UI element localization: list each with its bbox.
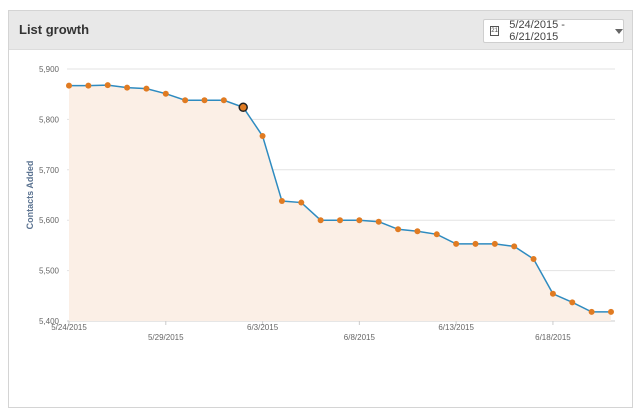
- x-tick-label: 5/24/2015: [51, 323, 87, 332]
- date-range-picker[interactable]: 21 5/24/2015 - 6/21/2015: [483, 19, 624, 43]
- x-tick-label: 5/29/2015: [148, 333, 184, 342]
- panel-header: List growth 21 5/24/2015 - 6/21/2015: [9, 11, 632, 50]
- data-point: [375, 218, 382, 225]
- y-axis-label: Contacts Added: [25, 161, 35, 230]
- y-tick-label: 5,400: [39, 317, 60, 326]
- data-point: [414, 228, 421, 235]
- calendar-icon: 21: [490, 26, 500, 36]
- data-point: [530, 256, 537, 263]
- data-point: [201, 97, 208, 104]
- y-tick-label: 5,700: [39, 166, 60, 175]
- data-point: [162, 90, 169, 97]
- data-point: [491, 240, 498, 247]
- data-point: [298, 199, 305, 206]
- data-point: [317, 217, 324, 224]
- area-fill: [69, 85, 611, 322]
- y-tick-label: 5,900: [39, 65, 60, 74]
- data-point: [337, 217, 343, 224]
- data-point: [453, 240, 460, 247]
- data-point: [85, 82, 92, 89]
- x-tick-label: 6/8/2015: [344, 333, 376, 342]
- data-point: [588, 308, 595, 315]
- data-point: [472, 240, 479, 247]
- x-tick-label: 6/3/2015: [247, 323, 279, 332]
- date-range-text: 5/24/2015 - 6/21/2015: [509, 19, 565, 43]
- x-tick-label: 6/13/2015: [438, 323, 474, 332]
- highlighted-data-point: [238, 102, 248, 113]
- data-point: [124, 84, 131, 91]
- data-point: [278, 198, 285, 205]
- data-point: [608, 308, 614, 315]
- data-point: [143, 85, 150, 92]
- y-tick-label: 5,600: [39, 216, 60, 225]
- data-point: [549, 290, 556, 297]
- data-point: [182, 97, 189, 104]
- y-tick-label: 5,800: [39, 115, 60, 124]
- panel-title: List growth: [19, 22, 90, 37]
- data-point: [569, 299, 576, 306]
- chevron-down-icon: [615, 28, 623, 34]
- data-point: [395, 226, 402, 233]
- x-tick-label: 6/18/2015: [535, 333, 571, 342]
- data-point: [356, 217, 363, 224]
- data-point: [433, 231, 440, 238]
- data-point: [511, 243, 518, 250]
- data-point: [220, 97, 227, 104]
- data-point: [259, 133, 266, 140]
- data-point: [104, 82, 111, 89]
- y-tick-label: 5,500: [39, 267, 60, 276]
- data-point: [66, 82, 72, 89]
